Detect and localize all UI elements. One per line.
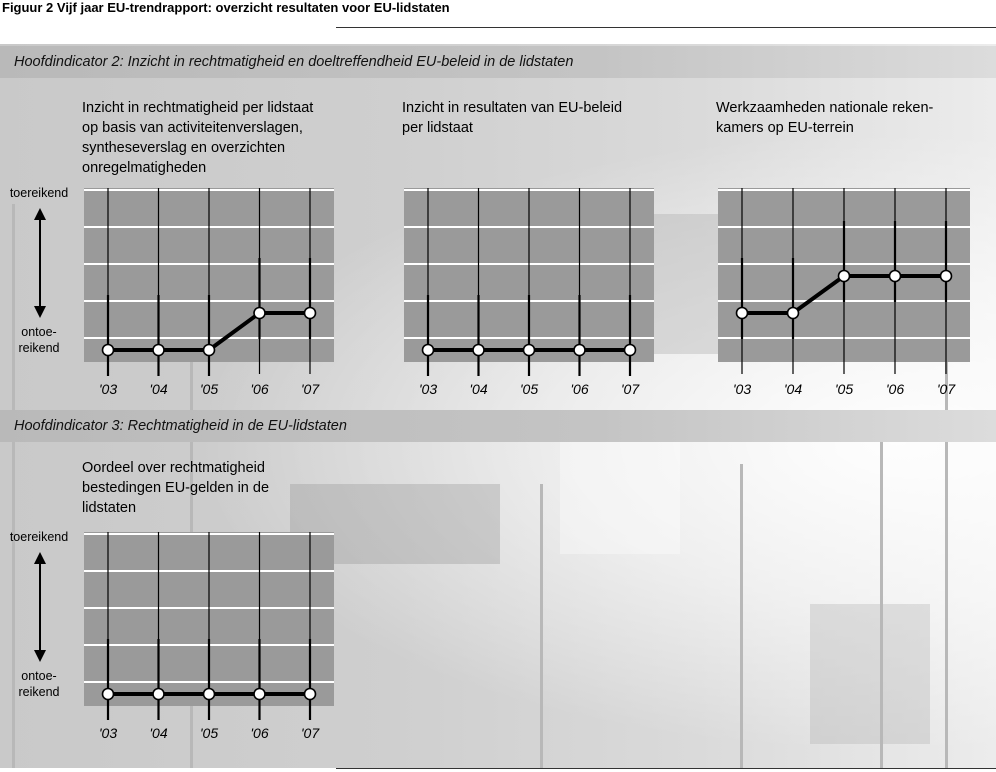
figure-title-row: Figuur 2 Vijf jaar EU-trendrapport: over… bbox=[0, 0, 996, 22]
top-rule bbox=[336, 27, 996, 28]
y-label-top-1: toereikend bbox=[9, 186, 69, 200]
data-point bbox=[472, 343, 485, 357]
chart-1-title: Inzicht in rechtmatigheid per lidstaat o… bbox=[82, 98, 313, 178]
figure-title: Figuur 2 Vijf jaar EU-trendrapport: over… bbox=[2, 0, 450, 15]
data-point bbox=[522, 343, 536, 357]
data-point bbox=[303, 687, 317, 701]
data-point bbox=[888, 269, 902, 283]
y-label-top-2: toereikend bbox=[9, 530, 69, 544]
section-label: Hoofdindicator 3: Rechtmatigheid in de E… bbox=[14, 418, 347, 434]
y-label-bottom-2: ontoe- reikend bbox=[2, 668, 76, 700]
title-line: bestedingen EU-gelden in de bbox=[82, 480, 270, 496]
x-tick-label: '05 bbox=[200, 725, 218, 741]
chart-3-title: Werkzaamheden nationale reken- kamers op… bbox=[716, 98, 933, 138]
flag-photo-backdrop bbox=[0, 44, 996, 768]
y-label-line: ontoe- bbox=[21, 325, 57, 339]
x-tick-label: '05 bbox=[520, 381, 538, 397]
data-point bbox=[101, 343, 115, 357]
title-line: Inzicht in rechtmatigheid per lidstaat bbox=[82, 100, 314, 116]
section-label: Hoofdindicator 2: Inzicht in rechtmatigh… bbox=[14, 54, 574, 70]
data-point bbox=[623, 343, 637, 357]
x-tick-label: '06 bbox=[570, 381, 588, 397]
x-tick-label: '04 bbox=[784, 381, 802, 397]
data-point bbox=[303, 306, 317, 320]
x-tick-label: '03 bbox=[99, 725, 117, 741]
title-line: per lidstaat bbox=[402, 120, 473, 136]
section-header-indicator-3: Hoofdindicator 3: Rechtmatigheid in de E… bbox=[0, 410, 996, 442]
y-label-line: reikend bbox=[18, 685, 60, 699]
x-tick-label: '04 bbox=[149, 725, 167, 741]
title-line: syntheseverslag en overzichten bbox=[82, 140, 286, 156]
x-tick-label: '05 bbox=[200, 381, 218, 397]
section-header-indicator-2: Hoofdindicator 2: Inzicht in rechtmatigh… bbox=[0, 46, 996, 78]
y-label-line: reikend bbox=[18, 341, 60, 355]
title-line: Inzicht in resultaten van EU-beleid bbox=[402, 100, 623, 116]
data-point bbox=[152, 343, 165, 357]
x-tick-label: '06 bbox=[250, 381, 268, 397]
data-point bbox=[253, 687, 266, 701]
x-tick-label: '04 bbox=[469, 381, 487, 397]
x-tick-label: '03 bbox=[99, 381, 117, 397]
data-point bbox=[786, 306, 800, 320]
data-point bbox=[837, 269, 851, 283]
title-line: onregelmatigheden bbox=[82, 160, 207, 176]
chart-4-title: Oordeel over rechtmatigheid bestedingen … bbox=[82, 458, 269, 518]
title-line: Werkzaamheden nationale reken- bbox=[716, 100, 934, 116]
data-point bbox=[421, 343, 435, 357]
data-point bbox=[573, 343, 586, 357]
x-tick-label: '06 bbox=[250, 725, 268, 741]
x-tick-label: '05 bbox=[835, 381, 853, 397]
data-point bbox=[202, 687, 216, 701]
chart-2-title: Inzicht in resultaten van EU-beleid per … bbox=[402, 98, 622, 138]
data-point bbox=[939, 269, 953, 283]
x-tick-label: '04 bbox=[149, 381, 167, 397]
data-point bbox=[735, 306, 749, 320]
data-point bbox=[253, 306, 266, 320]
data-point bbox=[152, 687, 165, 701]
x-tick-label: '07 bbox=[621, 381, 640, 397]
data-point bbox=[202, 343, 216, 357]
title-line: lidstaten bbox=[82, 500, 137, 516]
y-label-line: ontoe- bbox=[21, 669, 57, 683]
x-tick-label: '06 bbox=[886, 381, 904, 397]
x-tick-label: '03 bbox=[733, 381, 751, 397]
title-line: Oordeel over rechtmatigheid bbox=[82, 460, 265, 476]
x-tick-label: '07 bbox=[301, 381, 320, 397]
title-line: op basis van activiteitenverslagen, bbox=[82, 120, 303, 136]
y-label-bottom-1: ontoe- reikend bbox=[2, 324, 76, 356]
title-line: kamers op EU-terrein bbox=[716, 120, 854, 136]
x-tick-label: '07 bbox=[301, 725, 320, 741]
x-tick-label: '03 bbox=[419, 381, 437, 397]
data-point bbox=[101, 687, 115, 701]
bottom-rule bbox=[336, 768, 996, 769]
x-tick-label: '07 bbox=[937, 381, 956, 397]
